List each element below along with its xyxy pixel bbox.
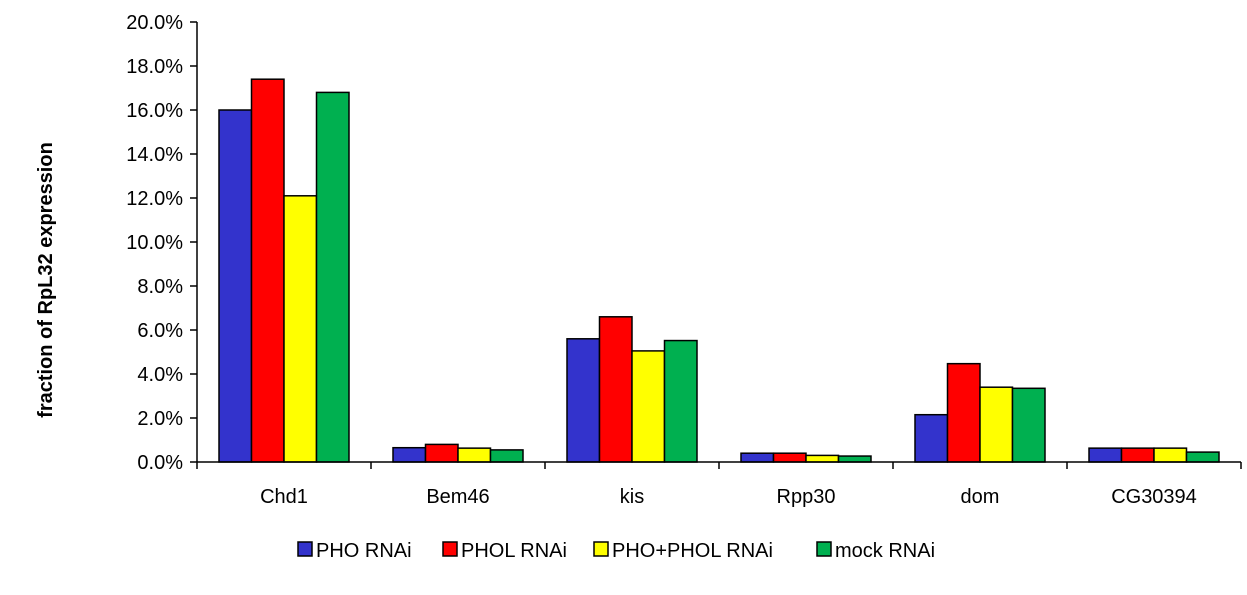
y-tick-label: 18.0%	[126, 56, 183, 78]
bar-pho-phol-rnai-rpp30	[805, 454, 840, 463]
y-ticks-group: 0.0% 2.0% 4.0% 6.0% 8.0% 10.0% 12.0% 14.0% 16.0%…	[126, 12, 197, 474]
bar-phol-rnai-bem46	[424, 443, 459, 463]
x-tick-label: Chd1	[260, 486, 308, 508]
bar-pho-phol-rnai-chd1	[283, 195, 318, 463]
bar-pho-rnai-dom	[914, 413, 949, 463]
y-tick-label: 2.0%	[137, 408, 183, 430]
legend-swatch	[442, 541, 458, 557]
y-tick-label: 4.0%	[137, 364, 183, 386]
legend-label: PHO RNAi	[316, 540, 412, 562]
legend-swatch	[816, 541, 832, 557]
y-tick-label: 14.0%	[126, 144, 183, 166]
bar-phol-rnai-chd1	[250, 78, 285, 463]
bar-pho-rnai-cg30394	[1088, 447, 1123, 463]
y-tick-label: 20.0%	[126, 12, 183, 34]
bar-mock-rnai-chd1	[315, 91, 350, 463]
y-tick-label: 6.0%	[137, 320, 183, 342]
y-tick-label: 0.0%	[137, 452, 183, 474]
legend-label: PHOL RNAi	[461, 540, 567, 562]
bar-pho-rnai-rpp30	[740, 452, 775, 463]
bar-mock-rnai-rpp30	[837, 455, 872, 463]
bar-phol-rnai-kis	[598, 316, 633, 463]
x-tick-label: CG30394	[1111, 486, 1197, 508]
y-tick-label: 16.0%	[126, 100, 183, 122]
bar-pho-rnai-chd1	[218, 109, 253, 463]
bar-pho-phol-rnai-cg30394	[1153, 447, 1188, 463]
x-tick-label: kis	[620, 486, 644, 508]
x-tick-label: dom	[961, 486, 1000, 508]
legend-swatch	[297, 541, 313, 557]
bar-mock-rnai-kis	[663, 339, 698, 463]
bars-group	[218, 78, 1220, 463]
x-tick-label: Rpp30	[777, 486, 836, 508]
y-tick-label: 10.0%	[126, 232, 183, 254]
bar-mock-rnai-dom	[1011, 387, 1046, 463]
bar-phol-rnai-cg30394	[1120, 447, 1155, 463]
bar-phol-rnai-dom	[946, 362, 981, 463]
bar-pho-phol-rnai-dom	[979, 386, 1014, 463]
bar-mock-rnai-bem46	[489, 449, 524, 463]
axes-group	[196, 22, 1241, 463]
x-tick-label: Bem46	[426, 486, 489, 508]
legend-label: PHO+PHOL RNAi	[612, 540, 773, 562]
bar-pho-rnai-kis	[566, 338, 601, 463]
bar-phol-rnai-rpp30	[772, 452, 807, 463]
bar-pho-phol-rnai-bem46	[457, 447, 492, 463]
y-tick-label: 8.0%	[137, 276, 183, 298]
legend: PHO RNAi PHOL RNAi PHO+PHOL RNAi mock RNAi	[297, 540, 935, 562]
bar-pho-phol-rnai-kis	[631, 350, 666, 463]
bar-pho-rnai-bem46	[392, 446, 427, 463]
x-ticks-group: Chd1 Bem46 kis Rpp30 dom CG30394	[196, 462, 1242, 508]
bar-mock-rnai-cg30394	[1185, 451, 1220, 463]
y-axis-label: fraction of RpL32 expression	[35, 142, 57, 418]
legend-label: mock RNAi	[835, 540, 935, 562]
y-tick-label: 12.0%	[126, 188, 183, 210]
legend-swatch	[593, 541, 609, 557]
